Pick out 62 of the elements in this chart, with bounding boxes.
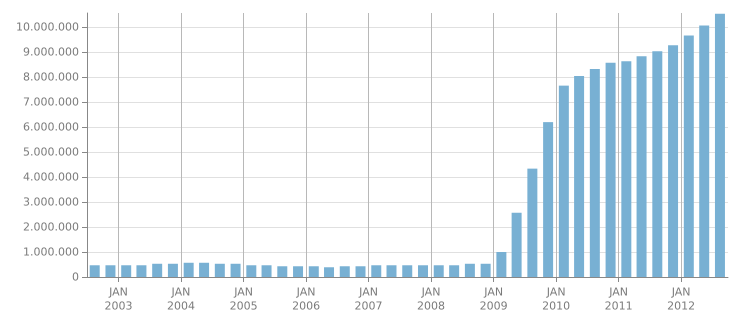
bar — [512, 212, 522, 277]
bar — [105, 265, 116, 277]
x-tick-label: JAN 2011 — [604, 286, 633, 312]
y-tick-label: 5.000.000 — [23, 146, 79, 159]
bar — [371, 265, 382, 277]
bar — [152, 264, 162, 277]
bar — [308, 266, 319, 277]
bar — [90, 265, 100, 277]
bar — [246, 265, 256, 277]
bar — [386, 265, 396, 277]
y-tick-label: 6.000.000 — [23, 120, 79, 134]
x-tick-label: JAN 2005 — [230, 286, 258, 312]
y-tick-label: 1.000.000 — [23, 246, 79, 259]
x-tick-label: JAN 2009 — [480, 286, 508, 312]
y-tick-label: 10.000.000 — [16, 20, 79, 34]
bar — [574, 76, 584, 277]
bar — [527, 168, 538, 277]
bar — [277, 266, 288, 277]
bar — [121, 265, 132, 277]
y-tick-label: 7.000.000 — [23, 96, 79, 109]
bar — [496, 252, 506, 277]
bar — [168, 264, 178, 277]
bar — [590, 68, 600, 277]
bar — [356, 266, 366, 277]
bar — [262, 265, 272, 277]
bar — [480, 264, 491, 277]
y-tick-label: 8.000.000 — [23, 70, 79, 84]
bar — [418, 265, 428, 277]
x-tick-label: JAN 2010 — [542, 286, 570, 312]
bar — [543, 122, 554, 277]
x-tick-label: JAN 2012 — [667, 286, 696, 312]
y-tick-label: 0 — [72, 270, 79, 284]
bar — [558, 86, 569, 277]
bar — [434, 265, 444, 277]
x-tick-label: JAN 2008 — [417, 286, 446, 312]
bar — [668, 45, 678, 277]
bar — [324, 267, 334, 277]
bar — [714, 14, 725, 277]
y-tick-label: 9.000.000 — [23, 46, 79, 59]
bar — [293, 266, 304, 277]
bar — [606, 62, 616, 277]
bar — [184, 262, 194, 277]
y-tick-label: 2.000.000 — [23, 220, 79, 234]
bar — [214, 264, 225, 277]
bar — [621, 61, 632, 277]
x-tick-label: JAN 2006 — [292, 286, 320, 312]
bar — [652, 51, 662, 277]
bar — [199, 262, 210, 277]
bar — [340, 266, 350, 277]
bar — [230, 264, 241, 277]
y-tick-label: 3.000.000 — [23, 196, 79, 209]
x-tick-label: JAN 2007 — [354, 286, 383, 312]
x-tick-label: JAN 2003 — [104, 286, 132, 312]
bar — [699, 25, 710, 277]
bar — [449, 265, 460, 277]
y-tick-label: 4.000.000 — [23, 170, 79, 184]
bar — [636, 56, 647, 277]
bar — [684, 35, 694, 277]
x-tick-label: JAN 2004 — [166, 286, 195, 312]
bar — [402, 265, 412, 277]
bar — [464, 264, 475, 277]
bar — [136, 265, 146, 277]
